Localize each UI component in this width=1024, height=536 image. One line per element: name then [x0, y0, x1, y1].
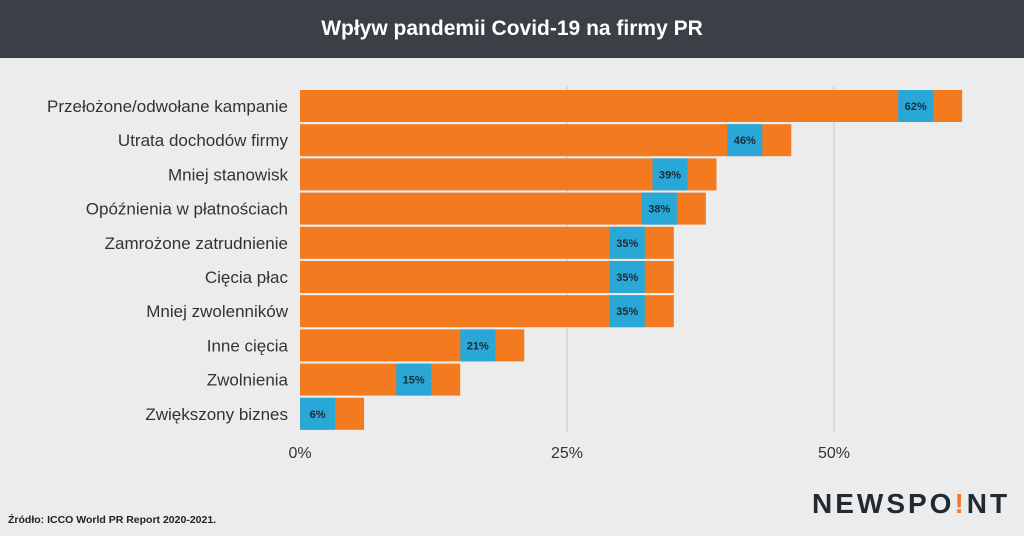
data-label-box: [609, 226, 645, 259]
category-label: Zwiększony biznes: [145, 405, 288, 424]
data-label-box: [609, 295, 645, 328]
category-label: Mniej zwolenników: [146, 302, 288, 321]
newspoint-logo: NEWSPO!NT: [812, 488, 1010, 520]
data-label: 46%: [734, 135, 756, 147]
data-label-box: [727, 124, 763, 157]
logo-text-end: NT: [966, 488, 1011, 519]
category-label: Mniej stanowisk: [168, 165, 288, 184]
data-label-box: [396, 363, 432, 396]
bar-chart: Przełożone/odwołane kampanie 62% Utrata do…: [47, 86, 963, 462]
bar: [300, 90, 963, 122]
data-label: 15%: [403, 375, 425, 387]
data-label: 35%: [616, 272, 638, 284]
data-label-box: [300, 397, 336, 430]
bar: [300, 363, 461, 396]
x-tick-label: 25%: [551, 445, 583, 462]
category-label: Cięcia płac: [205, 268, 289, 287]
x-tick-label: 0%: [288, 445, 311, 462]
data-label: 35%: [616, 306, 638, 318]
data-label-box: [460, 329, 496, 362]
category-label: Utrata dochodów firmy: [118, 131, 289, 150]
data-label: 38%: [648, 204, 670, 216]
data-label: 6%: [310, 409, 326, 421]
logo-text-start: NEWSPO: [812, 488, 955, 519]
data-label-box: [898, 90, 934, 122]
category-label: Zwolnienia: [207, 371, 289, 390]
category-label: Opóźnienia w płatnościach: [86, 200, 288, 219]
category-label: Przełożone/odwołane kampanie: [47, 97, 288, 116]
bar: [300, 124, 792, 157]
data-label: 21%: [467, 340, 489, 352]
bar: [300, 158, 717, 191]
data-label-box: [641, 192, 677, 225]
data-label-box: [652, 158, 688, 191]
category-label: Zamrożone zatrudnienie: [105, 234, 288, 253]
x-tick-label: 50%: [818, 445, 850, 462]
data-label: 35%: [616, 238, 638, 250]
bar: [300, 192, 706, 225]
logo-mark: !: [954, 488, 967, 519]
data-label: 62%: [905, 101, 927, 113]
category-label: Inne cięcia: [207, 336, 289, 355]
chart-header: Wpływ pandemii Covid-19 na firmy PR: [0, 0, 1024, 58]
data-label: 39%: [659, 169, 681, 181]
source-note: Źródło: ICCO World PR Report 2020-2021.: [8, 514, 217, 526]
data-label-box: [609, 261, 645, 293]
chart-title: Wpływ pandemii Covid-19 na firmy PR: [321, 17, 703, 40]
